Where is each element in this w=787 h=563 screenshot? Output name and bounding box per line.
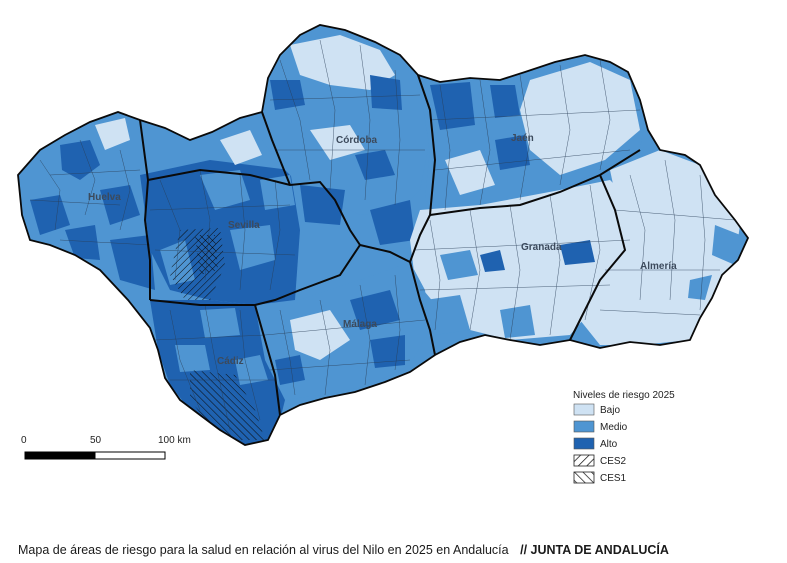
legend-title: Niveles de riesgo 2025 [573, 390, 675, 401]
legend-swatch-medio [573, 420, 595, 433]
legend-label-bajo: Bajo [600, 405, 620, 416]
legend-swatch-ces2 [573, 454, 595, 467]
province-label-sevilla: Sevilla [228, 220, 260, 231]
provincial-borders [139, 74, 641, 416]
legend-label-alto: Alto [600, 439, 618, 450]
province-label-cordoba: Córdoba [336, 135, 378, 146]
municipal-risk-areas [18, 30, 748, 445]
ces1-zone-sevilla [195, 235, 218, 275]
image-caption: Mapa de áreas de riesgo para la salud en… [18, 543, 778, 557]
province-label-huelva: Huelva [88, 192, 121, 203]
legend: Niveles de riesgo 2025 Bajo Medio Alto C… [573, 390, 675, 484]
andalucia-outline [17, 24, 750, 446]
province-label-jaen: Jaén [511, 133, 534, 144]
risk-map-figure: Huelva Sevilla Córdoba Jaén Granada Alme… [17, 24, 750, 484]
province-label-malaga: Málaga [343, 319, 377, 330]
province-label-granada: Granada [521, 242, 562, 253]
scale-tick-100: 100 km [158, 435, 191, 446]
province-labels: Huelva Sevilla Córdoba Jaén Granada Alme… [88, 133, 677, 367]
scale-bar: 0 50 100 km [21, 435, 191, 460]
province-label-almeria: Almería [640, 261, 677, 272]
scale-tick-0: 0 [21, 435, 27, 446]
legend-label-ces1: CES1 [600, 473, 627, 484]
legend-swatch-bajo [573, 403, 595, 416]
caption-text: Mapa de áreas de riesgo para la salud en… [18, 543, 509, 557]
legend-swatch-alto [573, 437, 595, 450]
scale-tick-50: 50 [90, 435, 102, 446]
legend-label-ces2: CES2 [600, 456, 627, 467]
province-label-cadiz: Cádiz [217, 356, 244, 367]
legend-label-medio: Medio [600, 422, 628, 433]
caption-credit: // JUNTA DE ANDALUCÍA [520, 543, 669, 557]
legend-swatch-ces1 [573, 471, 595, 484]
